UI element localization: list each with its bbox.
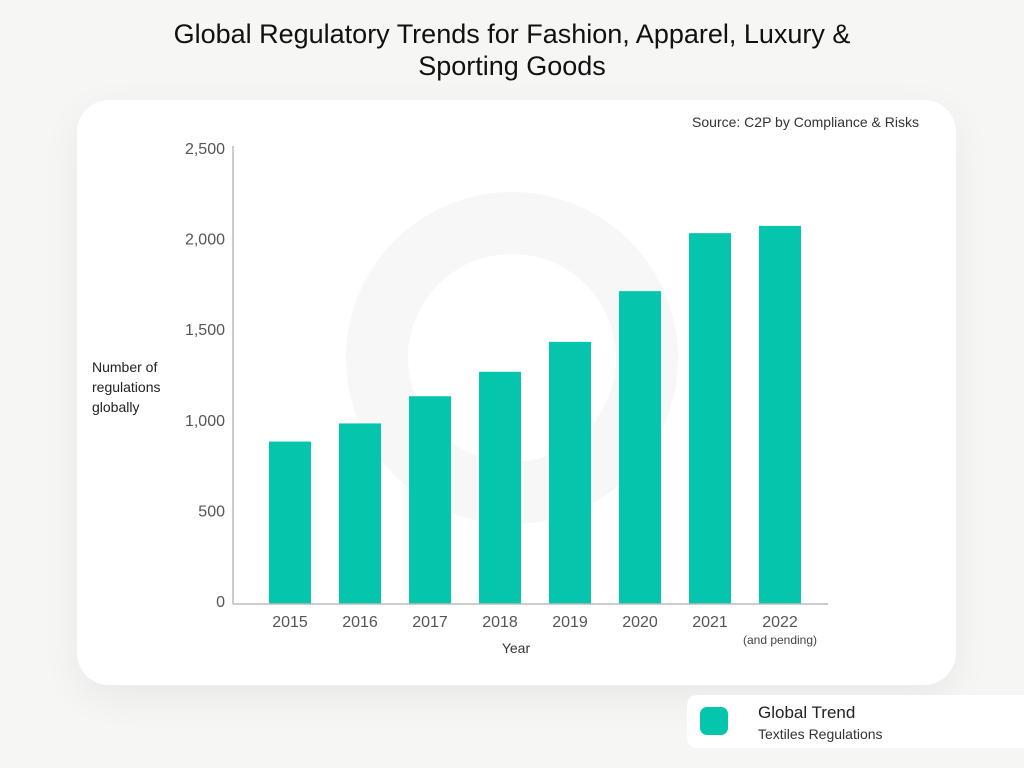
- x-tick-label: 2018: [482, 614, 518, 631]
- y-tick-label: 1,000: [185, 413, 225, 430]
- title-line-1: Global Regulatory Trends for Fashion, Ap…: [173, 19, 851, 49]
- title-line-2: Sporting Goods: [418, 51, 606, 81]
- bar-2019: [549, 341, 591, 604]
- legend: Global Trend Textiles Regulations: [687, 695, 1024, 748]
- legend-title: Global Trend: [758, 703, 856, 722]
- x-tick-note: (and pending): [743, 633, 817, 647]
- y-tick-label: 2,500: [185, 141, 225, 158]
- x-tick-label: 2017: [412, 614, 448, 631]
- x-axis-label: Year: [502, 640, 531, 656]
- bar-2020: [619, 291, 661, 604]
- y-tick-label: 2,000: [185, 232, 225, 249]
- bar-2016: [339, 423, 381, 604]
- x-tick-label: 2016: [342, 614, 378, 631]
- source-note: Source: C2P by Compliance & Risks: [692, 114, 919, 130]
- bar-2022: [759, 225, 801, 604]
- legend-swatch: [700, 707, 728, 735]
- x-tick-label: 2021: [692, 614, 728, 631]
- chart-title: Global Regulatory Trends for Fashion, Ap…: [0, 18, 1024, 82]
- bar-2021: [689, 233, 731, 604]
- x-tick-label: 2020: [622, 614, 658, 631]
- bar-2017: [409, 396, 451, 604]
- y-tick-label: 0: [216, 594, 225, 611]
- x-tick-label: 2015: [272, 614, 308, 631]
- y-tick-label: 500: [198, 503, 225, 520]
- bar-2018: [479, 371, 521, 604]
- x-tick-label: 2019: [552, 614, 588, 631]
- y-axis-label: Number of regulations globally: [92, 359, 161, 415]
- x-tick-label: 2022: [762, 614, 798, 631]
- legend-subtitle: Textiles Regulations: [758, 726, 883, 742]
- y-tick-label: 1,500: [185, 322, 225, 339]
- bar-2015: [269, 441, 311, 604]
